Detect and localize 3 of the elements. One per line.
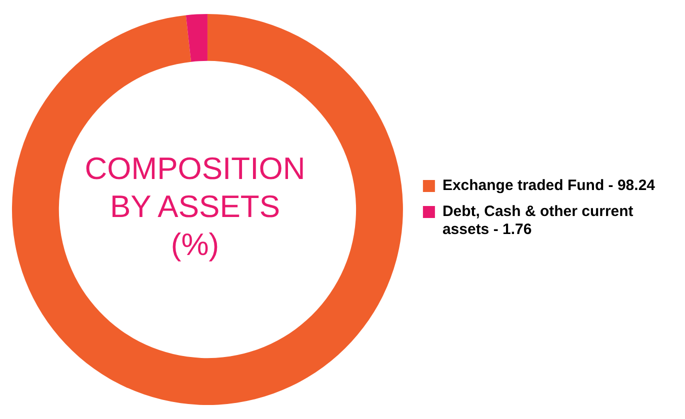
text: COMPOSITION BY ASSETS (%) <box>84 150 306 264</box>
legend-label: Debt, Cash & other current assets - 1.76 <box>442 203 634 238</box>
legend-label: Exchange traded Fund - 98.24 <box>442 177 656 194</box>
